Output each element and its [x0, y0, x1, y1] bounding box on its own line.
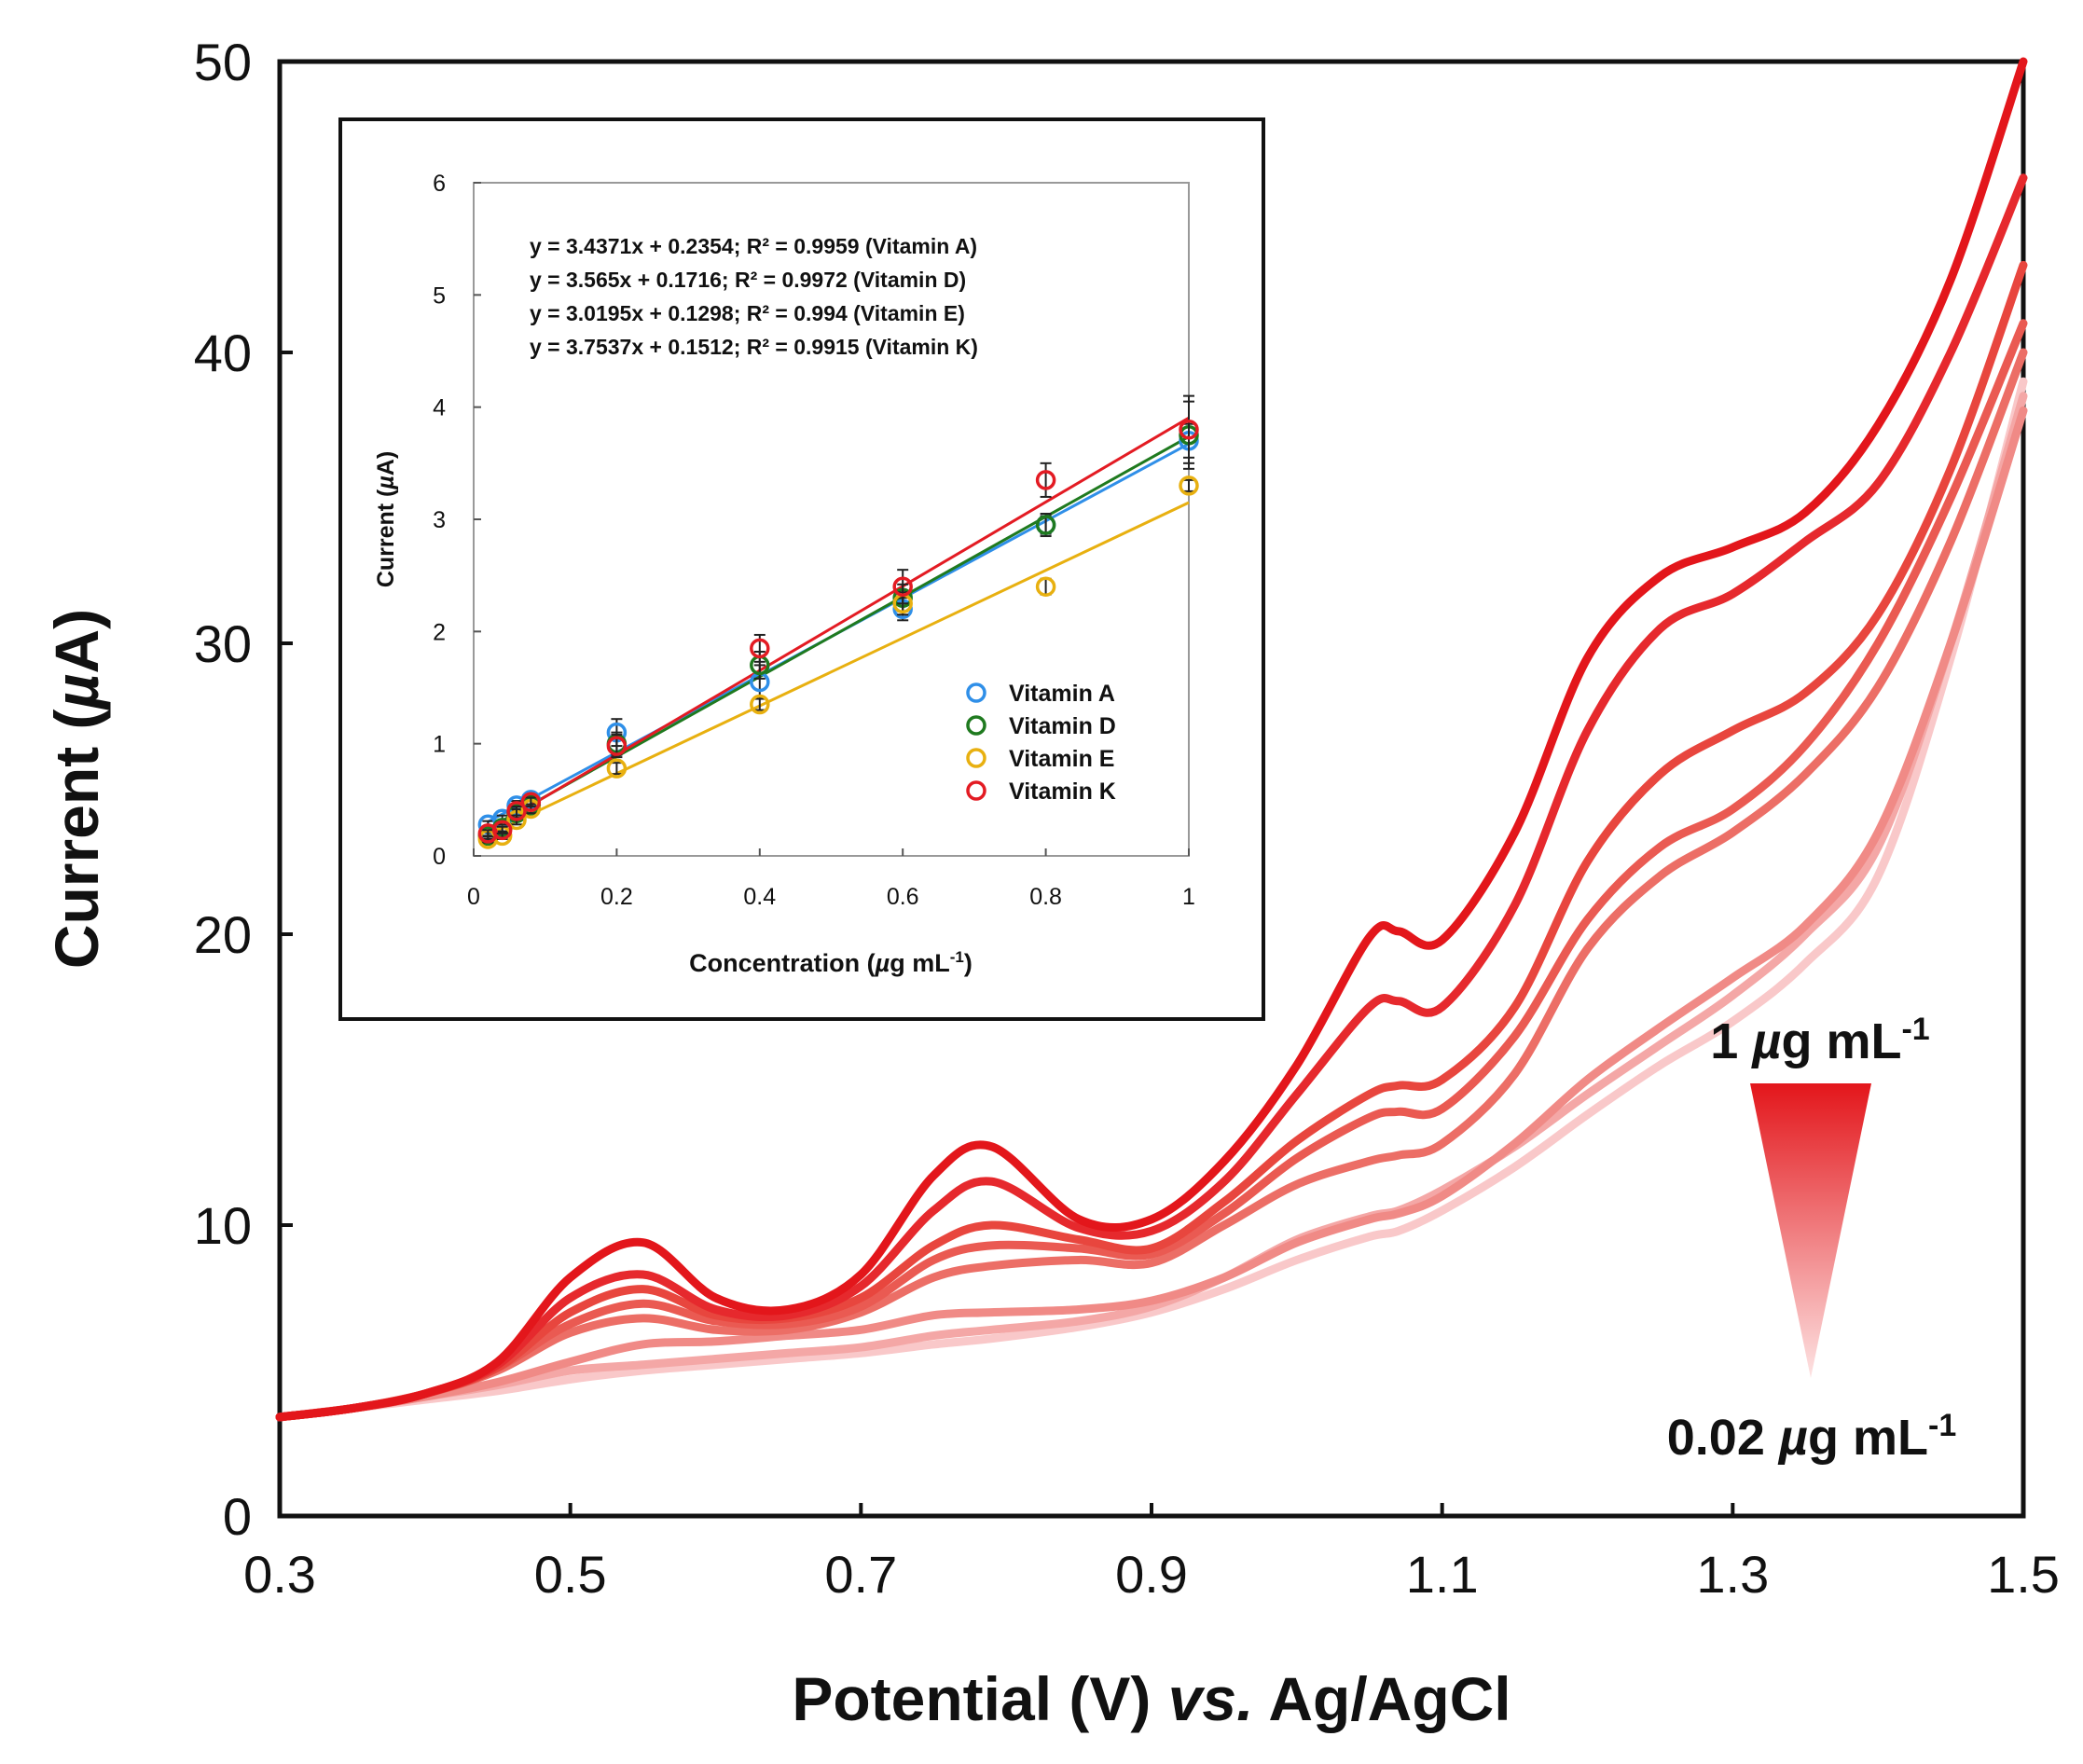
inset-x-axis-label: Concentration (µg mL-1) — [689, 948, 973, 977]
inset-x-axis-ticks: 0 0.2 0.4 0.6 0.8 1 — [467, 848, 1195, 910]
main-y-tick-label: 30 — [194, 614, 252, 673]
main-y-tick-label: 20 — [194, 905, 252, 964]
main-y-axis-ticks: 0 10 20 30 40 50 — [194, 33, 293, 1546]
data-point-vitamin-k — [1035, 470, 1056, 490]
legend-marker-vitamin-d — [966, 715, 986, 736]
inset-x-tick-label: 0.4 — [743, 884, 776, 910]
inset-y-tick-label: 3 — [433, 507, 446, 533]
inset-data-points — [477, 394, 1199, 849]
inset-x-tick-label: 0 — [467, 884, 480, 910]
data-point-vitamin-e — [606, 758, 628, 779]
fit-line-vitamin-k — [487, 416, 1190, 833]
inset-y-tick-label: 2 — [433, 619, 446, 645]
data-point-vitamin-k — [750, 638, 770, 659]
data-point-vitamin-k — [606, 736, 628, 756]
main-series-line-8 — [275, 377, 2028, 1422]
legend-marker-vitamin-a — [966, 682, 986, 703]
inset-y-tick-label: 6 — [433, 171, 446, 197]
data-point-vitamin-k — [506, 801, 527, 821]
main-x-tick-label: 1.5 — [1987, 1545, 2060, 1604]
inset-y-tick-label: 0 — [433, 844, 446, 870]
inset-fit-lines — [487, 416, 1190, 836]
legend-marker-vitamin-e — [966, 748, 986, 768]
main-y-tick-label: 10 — [194, 1196, 252, 1255]
main-series-line-3 — [275, 260, 2028, 1422]
data-point-vitamin-e — [1035, 576, 1056, 597]
inset-y-axis-ticks: 0 1 2 3 4 5 6 — [433, 171, 481, 870]
data-point-vitamin-k — [491, 820, 513, 841]
inset-x-tick-label: 0.8 — [1029, 884, 1062, 910]
main-series-line-4 — [275, 319, 2028, 1422]
high-concentration-label: 1 µg mL-1 — [1710, 1012, 1929, 1069]
low-concentration-label: 0.02 µg mL-1 — [1667, 1408, 1956, 1466]
main-series-line-6 — [275, 406, 2028, 1422]
legend-marker-vitamin-k — [966, 780, 986, 801]
inset-y-tick-label: 1 — [433, 732, 446, 758]
legend-label-vitamin-a: Vitamin A — [1009, 681, 1115, 707]
data-point-vitamin-k — [892, 576, 913, 597]
data-point-vitamin-k — [520, 792, 542, 812]
main-series-line-1 — [275, 57, 2028, 1422]
main-x-tick-label: 1.3 — [1696, 1545, 1769, 1604]
inset-equations: y = 3.4371x + 0.2354; R² = 0.9959 (Vitam… — [530, 234, 978, 359]
main-x-tick-label: 0.7 — [824, 1545, 897, 1604]
inset-chart: 0 1 2 3 4 5 6 0 0.2 0.4 0.6 0.8 1 y = 3.4371x + 0.2… — [338, 117, 1265, 1021]
main-series-line-5 — [275, 348, 2028, 1422]
main-y-tick-label: 0 — [223, 1487, 252, 1546]
data-point-vitamin-d — [1035, 515, 1056, 535]
data-point-vitamin-k — [1179, 419, 1199, 440]
main-voltammogram-lines — [275, 57, 2028, 1422]
main-series-line-2 — [275, 173, 2028, 1422]
main-y-tick-label: 40 — [194, 324, 252, 382]
main-x-axis-label: Potential (V) vs. Ag/AgCl — [792, 1664, 1511, 1733]
equation-vitamin-k: y = 3.7537x + 0.1512; R² = 0.9915 (Vitam… — [530, 335, 978, 359]
data-point-vitamin-e — [1179, 475, 1199, 496]
inset-y-tick-label: 4 — [433, 395, 446, 421]
data-point-vitamin-e — [750, 694, 770, 715]
inset-legend: Vitamin A Vitamin D Vitamin E Vitamin K — [966, 681, 1116, 805]
inset-frame — [338, 117, 1265, 1021]
main-y-axis-label: Current (µA) — [42, 609, 111, 969]
inset-x-tick-label: 0.6 — [887, 884, 919, 910]
inset-y-tick-label: 5 — [433, 283, 446, 309]
inset-x-tick-label: 1 — [1182, 884, 1195, 910]
concentration-gradient-triangle — [1750, 1083, 1871, 1378]
main-x-tick-label: 0.3 — [243, 1545, 316, 1604]
legend-label-vitamin-e: Vitamin E — [1009, 746, 1114, 772]
equation-vitamin-a: y = 3.4371x + 0.2354; R² = 0.9959 (Vitam… — [530, 234, 977, 258]
main-x-tick-label: 0.9 — [1115, 1545, 1188, 1604]
inset-y-axis-label: Current (µA) — [373, 451, 399, 587]
legend-label-vitamin-k: Vitamin K — [1009, 779, 1116, 805]
equation-vitamin-d: y = 3.565x + 0.1716; R² = 0.9972 (Vitami… — [530, 268, 966, 292]
inset-x-tick-label: 0.2 — [600, 884, 633, 910]
main-x-tick-label: 1.1 — [1406, 1545, 1479, 1604]
equation-vitamin-e: y = 3.0195x + 0.1298; R² = 0.994 (Vitami… — [530, 301, 965, 325]
main-x-axis-ticks: 0.3 0.5 0.7 0.9 1.1 1.3 1.5 — [243, 1503, 2060, 1604]
fit-line-vitamin-e — [487, 501, 1190, 836]
main-x-tick-label: 0.5 — [534, 1545, 607, 1604]
main-y-tick-label: 50 — [194, 33, 252, 91]
legend-label-vitamin-d: Vitamin D — [1009, 713, 1116, 739]
